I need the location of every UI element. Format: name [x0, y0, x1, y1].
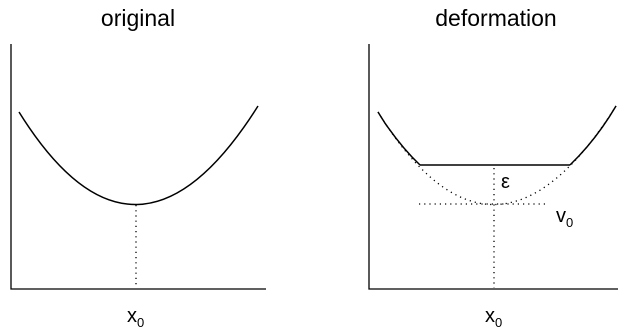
original-curve-dotted [377, 105, 617, 206]
panel-title-deformation: deformation [435, 5, 556, 31]
axes-deformation [368, 44, 618, 290]
epsilon-label: ε [501, 171, 510, 193]
x0-label-deformation: x0 [485, 305, 502, 330]
panel-deformation: deformation ε v0 x0 [368, 5, 618, 330]
panel-original: original x0 [10, 5, 266, 330]
deformed-curve-left [377, 111, 421, 166]
deformed-curve-right [569, 105, 617, 166]
axes-original [10, 44, 266, 290]
x0-label-original: x0 [127, 305, 144, 330]
potential-curve-original [18, 105, 259, 206]
panel-title-original: original [101, 5, 175, 31]
v0-label: v0 [556, 205, 573, 230]
